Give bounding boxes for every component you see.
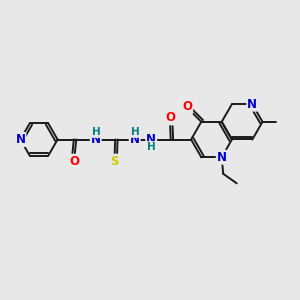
Text: N: N	[130, 133, 140, 146]
Text: N: N	[217, 151, 227, 164]
Text: O: O	[69, 154, 79, 168]
Text: N: N	[247, 98, 257, 111]
Text: O: O	[165, 111, 175, 124]
Text: N: N	[146, 133, 156, 146]
Text: O: O	[182, 100, 192, 113]
Text: S: S	[110, 154, 119, 168]
Text: N: N	[15, 133, 26, 146]
Text: H: H	[92, 127, 101, 137]
Text: H: H	[131, 127, 140, 137]
Text: H: H	[147, 142, 156, 152]
Text: N: N	[91, 133, 101, 146]
